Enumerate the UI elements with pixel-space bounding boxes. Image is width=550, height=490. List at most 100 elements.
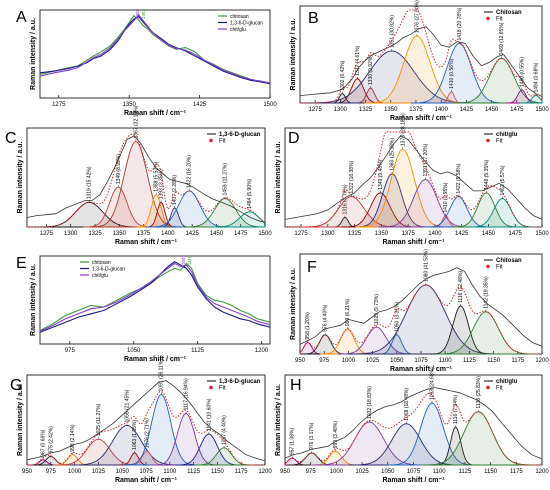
peak-label: 1393 (3.35%) — [159, 169, 165, 199]
legend-label: 1,3-6-D-glucan — [92, 267, 125, 273]
x-tick-label: 1500 — [263, 102, 277, 108]
peak-label: 1093 (24.68%) — [430, 367, 436, 400]
x-tick-label: 1400 — [428, 231, 442, 237]
legend-label: 1,3-6-D-glucan — [230, 21, 263, 27]
legend-label: chit/glu — [230, 27, 246, 33]
panel-letter: B — [308, 10, 319, 27]
x-tick-label: 1475 — [510, 107, 524, 113]
peak-label: 998 (2.14%) — [70, 424, 76, 452]
legend-label: chit/glu — [92, 273, 108, 279]
peak-label: 1460 (12.65%) — [499, 22, 505, 55]
x-tick-label: 1075 — [139, 469, 153, 475]
peak-label: 1050 (3.31%) — [394, 301, 400, 331]
x-tick-label: 950 — [22, 469, 33, 475]
fit-peak — [452, 192, 521, 228]
x-tick-label: 1125 — [187, 469, 201, 475]
peak-label: 1410 (0.56%) — [449, 58, 455, 88]
x-tick-label: 1025 — [92, 469, 106, 475]
legend-label: Fit — [496, 386, 503, 392]
peak-label: 1319 (15.42%) — [87, 166, 93, 199]
panel-letter: C — [5, 130, 17, 147]
plot-frame — [39, 9, 271, 99]
x-tick-label: 1325 — [348, 231, 362, 237]
x-tick-label: 1175 — [511, 358, 525, 364]
x-tick-label: 1075 — [414, 358, 428, 364]
x-axis-label: Raman shift / cm⁻¹ — [382, 477, 445, 484]
legend-label: Fit — [219, 386, 226, 392]
y-axis-label: Raman intensity / a.u. — [290, 268, 297, 340]
legend-label: chitosan — [92, 260, 111, 266]
peak-label: 1459 (11.27%) — [223, 163, 229, 196]
x-tick-label: 1150 — [484, 469, 498, 475]
peak-label: 1410 (0.95%) — [443, 182, 449, 212]
x-tick-label: 1200 — [535, 469, 549, 475]
peak-label: 975 (2.42%) — [48, 426, 54, 454]
peak-label: 976 (3.17%) — [309, 422, 315, 450]
legend-label: Fit — [496, 139, 503, 145]
series-line — [284, 135, 543, 220]
x-tick-label: 1100 — [163, 469, 177, 475]
x-tick-label: 1050 — [116, 469, 130, 475]
x-tick-label: 1000 — [330, 469, 344, 475]
fit-peak — [123, 394, 200, 466]
peak-label: 967 (0.66%) — [41, 429, 47, 457]
x-tick-label: 1125 — [458, 469, 472, 475]
x-tick-label: 1125 — [191, 348, 205, 354]
peak-marker-label: 1363 — [141, 8, 146, 19]
peak-label: 1391 (17.20%) — [423, 143, 429, 176]
x-tick-label: 1450 — [482, 231, 496, 237]
peak-marker-label: 1358 — [135, 8, 140, 19]
x-axis-label: Raman shift / cm⁻¹ — [124, 356, 187, 363]
x-tick-label: 1050 — [390, 358, 404, 364]
y-axis-label: Raman intensity / a.u. — [17, 384, 24, 456]
peak-label: 1480 (0.55%) — [519, 57, 525, 87]
peak-label: 1068 (18.48%) — [404, 388, 410, 421]
panel-a: A 1275 1350 1425 1500 Raman shift / cm⁻¹ Raman… — [16, 8, 277, 117]
series-line — [26, 135, 266, 223]
x-tick-label: 1050 — [381, 469, 395, 475]
peak-label: 1055 (21.45%) — [124, 389, 130, 422]
legend-fit-marker — [486, 16, 490, 21]
fit-peak — [136, 194, 176, 228]
x-tick-label: 950 — [295, 358, 306, 364]
fit-peak — [69, 424, 185, 466]
x-tick-label: 1350 — [375, 231, 389, 237]
peak-label: 999 (6.21%) — [345, 298, 351, 326]
x-tick-label: 975 — [65, 348, 76, 354]
x-tick-label: 1375 — [137, 231, 151, 237]
x-tick-label: 1050 — [127, 348, 141, 354]
x-tick-label: 1125 — [463, 358, 477, 364]
fit-peak — [89, 141, 183, 228]
panel-letter: A — [16, 9, 27, 26]
fit-envelope — [300, 9, 543, 104]
peak-label: 1142 (19.35%) — [483, 276, 489, 309]
x-axis-label: Raman shift / cm⁻¹ — [115, 239, 178, 246]
fit-envelope — [299, 284, 542, 355]
x-tick-label: 1500 — [535, 231, 549, 237]
fit-peak — [410, 43, 508, 104]
x-tick-label: 1025 — [355, 469, 369, 475]
x-tick-label: 1400 — [434, 107, 448, 113]
fit-peak — [151, 412, 221, 466]
peak-label: 1418 (20.78%) — [457, 7, 463, 40]
x-tick-label: 1500 — [258, 231, 272, 237]
x-tick-label: 1150 — [487, 358, 501, 364]
peak-label: 1370 (28.18%) — [400, 113, 406, 146]
x-tick-label: 1325 — [359, 107, 373, 113]
x-tick-label: 975 — [46, 469, 57, 475]
fit-envelope — [284, 392, 542, 466]
peak-label: 1157 (4.40%) — [222, 415, 228, 445]
peak-label: 1388 (5.52%) — [154, 161, 160, 191]
series-line — [39, 262, 271, 332]
panel-f: F 950 975 1000 1025 1050 1075 1100 1125 1150 1175 1… — [290, 249, 549, 373]
fit-peak — [386, 402, 478, 466]
x-tick-label: 1275 — [308, 107, 322, 113]
panel-letter: F — [307, 259, 317, 276]
